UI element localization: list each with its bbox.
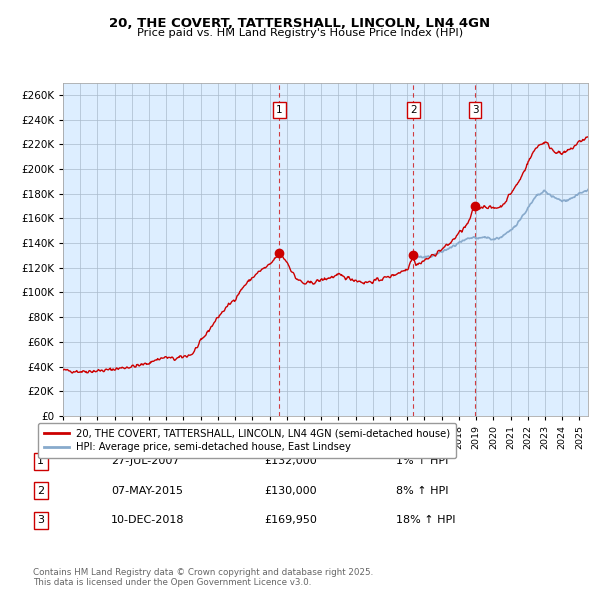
Legend: 20, THE COVERT, TATTERSHALL, LINCOLN, LN4 4GN (semi-detached house), HPI: Averag: 20, THE COVERT, TATTERSHALL, LINCOLN, LN… xyxy=(38,422,456,458)
Text: 2: 2 xyxy=(37,486,44,496)
Text: 2: 2 xyxy=(410,105,416,115)
Text: 20, THE COVERT, TATTERSHALL, LINCOLN, LN4 4GN: 20, THE COVERT, TATTERSHALL, LINCOLN, LN… xyxy=(109,17,491,30)
Text: 10-DEC-2018: 10-DEC-2018 xyxy=(111,516,185,525)
Text: £169,950: £169,950 xyxy=(264,516,317,525)
Text: 1% ↑ HPI: 1% ↑ HPI xyxy=(396,457,448,466)
Text: 1: 1 xyxy=(37,457,44,466)
Text: Contains HM Land Registry data © Crown copyright and database right 2025.
This d: Contains HM Land Registry data © Crown c… xyxy=(33,568,373,587)
Text: 07-MAY-2015: 07-MAY-2015 xyxy=(111,486,183,496)
Text: £130,000: £130,000 xyxy=(264,486,317,496)
Text: 1: 1 xyxy=(276,105,283,115)
Text: 3: 3 xyxy=(37,516,44,525)
Text: Price paid vs. HM Land Registry's House Price Index (HPI): Price paid vs. HM Land Registry's House … xyxy=(137,28,463,38)
Text: 27-JUL-2007: 27-JUL-2007 xyxy=(111,457,179,466)
Text: 8% ↑ HPI: 8% ↑ HPI xyxy=(396,486,449,496)
Text: 3: 3 xyxy=(472,105,478,115)
Text: 18% ↑ HPI: 18% ↑ HPI xyxy=(396,516,455,525)
Text: £132,000: £132,000 xyxy=(264,457,317,466)
